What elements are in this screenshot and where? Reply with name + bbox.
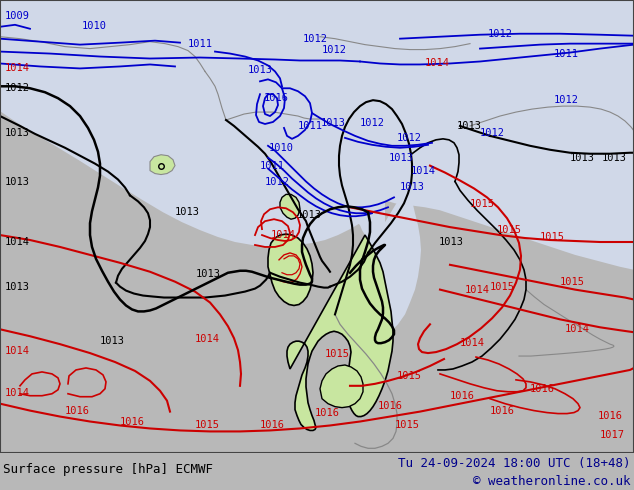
Text: 1011: 1011 bbox=[188, 39, 213, 49]
Text: 1013: 1013 bbox=[5, 282, 30, 292]
Text: 1013: 1013 bbox=[5, 128, 30, 138]
Text: 1014: 1014 bbox=[5, 237, 30, 247]
Polygon shape bbox=[280, 195, 300, 219]
Text: 1016: 1016 bbox=[120, 417, 145, 427]
Text: 1013: 1013 bbox=[175, 207, 200, 217]
Text: 1014: 1014 bbox=[425, 58, 450, 69]
Text: 1013: 1013 bbox=[570, 153, 595, 163]
Text: 1013: 1013 bbox=[100, 336, 125, 346]
Text: 1012: 1012 bbox=[303, 34, 328, 44]
Text: 1013: 1013 bbox=[196, 269, 221, 279]
Polygon shape bbox=[0, 0, 634, 270]
Text: 1011: 1011 bbox=[260, 161, 285, 171]
Text: 1015: 1015 bbox=[490, 282, 515, 292]
Text: 1016: 1016 bbox=[260, 420, 285, 430]
Text: 1012: 1012 bbox=[5, 83, 30, 93]
Text: 1013: 1013 bbox=[5, 177, 30, 188]
Text: 1016: 1016 bbox=[450, 391, 475, 401]
Polygon shape bbox=[268, 234, 313, 305]
Polygon shape bbox=[320, 365, 363, 408]
Polygon shape bbox=[361, 88, 421, 342]
Text: 1011: 1011 bbox=[554, 49, 579, 58]
Text: 1015: 1015 bbox=[195, 420, 220, 430]
Text: Surface pressure [hPa] ECMWF: Surface pressure [hPa] ECMWF bbox=[3, 463, 213, 476]
Text: 1015: 1015 bbox=[560, 277, 585, 287]
Text: 1016: 1016 bbox=[530, 384, 555, 394]
Text: 1013: 1013 bbox=[400, 182, 425, 193]
Text: 1012: 1012 bbox=[360, 118, 385, 128]
Text: 1011: 1011 bbox=[298, 121, 323, 131]
Text: 1013: 1013 bbox=[457, 121, 482, 131]
Text: © weatheronline.co.uk: © weatheronline.co.uk bbox=[474, 475, 631, 489]
Text: 1014: 1014 bbox=[5, 346, 30, 356]
Text: 1015: 1015 bbox=[540, 232, 565, 242]
Text: 1012: 1012 bbox=[554, 95, 579, 105]
Text: 1016: 1016 bbox=[598, 411, 623, 420]
Text: 1015: 1015 bbox=[470, 199, 495, 209]
Text: 1009: 1009 bbox=[5, 11, 30, 21]
Polygon shape bbox=[270, 0, 363, 200]
Text: 1012: 1012 bbox=[265, 177, 290, 188]
Text: 1016: 1016 bbox=[490, 406, 515, 416]
Text: 1016: 1016 bbox=[264, 93, 289, 103]
Text: 1017: 1017 bbox=[600, 430, 625, 441]
Text: 1012: 1012 bbox=[480, 128, 505, 138]
Text: 1016: 1016 bbox=[378, 401, 403, 411]
Text: 1014: 1014 bbox=[5, 63, 30, 74]
Text: 1015: 1015 bbox=[325, 349, 350, 359]
Text: 1016: 1016 bbox=[315, 408, 340, 417]
Text: 1014: 1014 bbox=[460, 338, 485, 348]
Text: 1015: 1015 bbox=[397, 371, 422, 381]
Polygon shape bbox=[150, 155, 175, 174]
Text: 1013: 1013 bbox=[602, 153, 627, 163]
Text: Tu 24-09-2024 18:00 UTC (18+48): Tu 24-09-2024 18:00 UTC (18+48) bbox=[398, 457, 631, 470]
Text: 1013: 1013 bbox=[297, 210, 322, 220]
Text: 1012: 1012 bbox=[488, 29, 513, 39]
Text: 1012: 1012 bbox=[322, 45, 347, 54]
Text: 1010: 1010 bbox=[82, 21, 107, 31]
Text: 1014: 1014 bbox=[195, 334, 220, 344]
Text: 1013: 1013 bbox=[248, 65, 273, 75]
Text: 1010: 1010 bbox=[269, 143, 294, 153]
Text: 1014: 1014 bbox=[565, 324, 590, 334]
Text: 1013: 1013 bbox=[389, 153, 414, 163]
Polygon shape bbox=[130, 0, 385, 285]
Text: 1012: 1012 bbox=[397, 133, 422, 143]
Polygon shape bbox=[287, 235, 393, 430]
Text: 1013: 1013 bbox=[321, 118, 346, 128]
Text: 1014: 1014 bbox=[465, 285, 490, 294]
Text: 1016: 1016 bbox=[65, 406, 90, 416]
Text: 1014: 1014 bbox=[411, 166, 436, 175]
Text: 1013: 1013 bbox=[439, 237, 464, 247]
Text: 1014: 1014 bbox=[271, 230, 296, 240]
Text: 1015: 1015 bbox=[497, 225, 522, 235]
Text: 1015: 1015 bbox=[395, 420, 420, 430]
Text: 1014: 1014 bbox=[5, 388, 30, 398]
